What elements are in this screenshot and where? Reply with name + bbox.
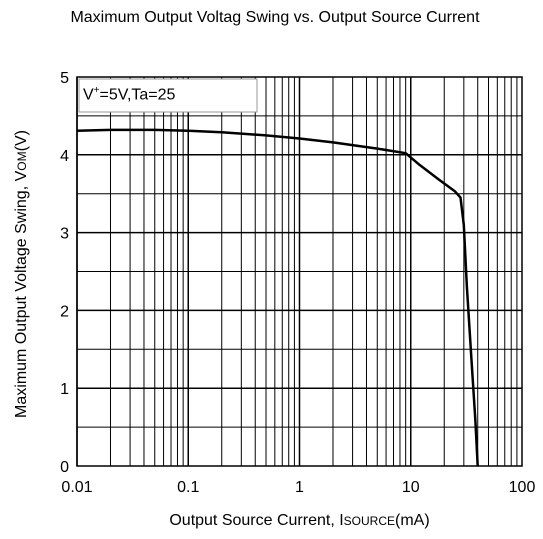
minor-grid — [77, 77, 522, 466]
plot-frame — [76, 76, 523, 467]
y-tick-label: 2 — [60, 303, 69, 320]
y-tick-label: 0 — [60, 459, 69, 476]
y-tick-label: 1 — [60, 381, 69, 398]
y-tick-label: 4 — [60, 148, 69, 165]
y-axis-label: Maximum Output Voltage Swing, VOM(V) — [13, 130, 30, 418]
series-line — [76, 128, 479, 467]
x-tick-labels: 0.01 0.1 1 10 100 — [61, 479, 535, 496]
x-tick-label: 0.01 — [61, 479, 92, 496]
y-tick-labels: 0 1 2 3 4 5 — [60, 70, 69, 476]
chart-title: Maximum Output Voltag Swing vs. Output S… — [70, 9, 480, 26]
y-tick-label: 5 — [60, 70, 69, 87]
y-tick-label: 3 — [60, 226, 69, 243]
x-axis-label: Output Source Current, ISOURCE(mA) — [169, 512, 430, 529]
condition-box — [78, 78, 258, 113]
x-tick-label: 10 — [402, 479, 420, 496]
x-tick-label: 0.1 — [177, 479, 199, 496]
condition-label: V+=5V,Ta=25 — [83, 85, 176, 104]
x-tick-label: 1 — [295, 479, 304, 496]
x-tick-label: 100 — [509, 479, 536, 496]
